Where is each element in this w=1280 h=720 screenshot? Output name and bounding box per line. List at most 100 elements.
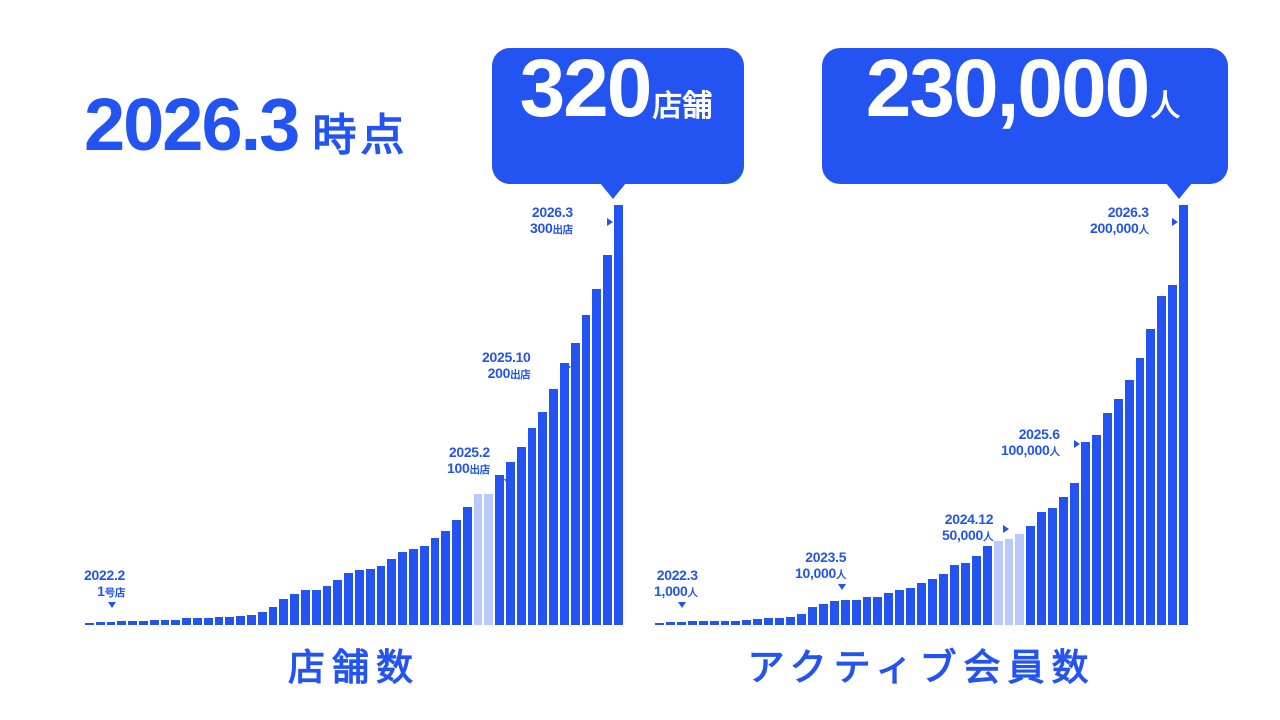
bar xyxy=(117,621,127,625)
annotation-date: 2026.3 xyxy=(1107,204,1149,220)
annotation-pointer-right-icon xyxy=(565,363,571,371)
bar xyxy=(1102,413,1112,625)
badge-stores-value: 320 xyxy=(519,43,653,134)
bar xyxy=(1048,508,1058,625)
bar xyxy=(753,619,763,625)
annotation-pointer-down-icon xyxy=(504,479,512,485)
annotation-date: 2023.5 xyxy=(805,549,847,565)
annotation-unit: 出店 xyxy=(469,463,490,476)
annotation-value: 50,000人 xyxy=(942,526,994,543)
bar xyxy=(614,205,623,625)
annotation-date: 2025.6 xyxy=(1018,426,1060,442)
bar xyxy=(906,587,916,625)
bar xyxy=(214,617,224,625)
bar xyxy=(1059,497,1069,625)
bar xyxy=(527,428,537,625)
bar xyxy=(603,254,613,625)
bar xyxy=(419,546,429,625)
annotation-pointer-down-icon xyxy=(838,584,846,590)
bar xyxy=(818,603,828,625)
badge-members-unit: 人 xyxy=(1150,90,1181,123)
annotation-2025-2: 2025.2 100出店 xyxy=(447,444,512,485)
bar xyxy=(300,589,310,625)
bar xyxy=(917,583,927,625)
bar xyxy=(506,462,515,625)
annotation-date: 2024.12 xyxy=(944,511,994,527)
bar xyxy=(1124,380,1134,625)
badge-members: 230,000 人 xyxy=(822,48,1228,199)
bar xyxy=(665,622,675,625)
bar xyxy=(829,601,839,625)
bar xyxy=(742,620,752,625)
bar xyxy=(257,611,267,625)
bar xyxy=(873,596,883,625)
bar xyxy=(182,618,191,625)
annotation-2026-3: 2026.3 200,000人 xyxy=(1090,204,1178,236)
bar xyxy=(1135,358,1145,625)
bar xyxy=(365,568,375,625)
badge-members-tail-icon xyxy=(1166,183,1192,199)
bar xyxy=(982,546,992,625)
bar xyxy=(95,622,105,625)
bar xyxy=(462,506,472,625)
bar xyxy=(160,619,170,625)
annotation-value: 1号店 xyxy=(97,582,126,599)
bar xyxy=(268,606,278,625)
annotation-2022-3: 2022.3 1,000人 xyxy=(654,567,698,608)
bar xyxy=(928,578,937,625)
bar xyxy=(720,620,730,625)
annotation-pointer-down-icon xyxy=(108,602,116,608)
bar xyxy=(993,541,1003,625)
badge-stores-unit: 店舗 xyxy=(652,90,713,123)
bar xyxy=(376,565,386,625)
annotation-unit: 出店 xyxy=(552,223,573,236)
bar xyxy=(538,412,548,625)
bar xyxy=(1004,539,1014,625)
bar xyxy=(1168,285,1178,625)
bar xyxy=(775,617,785,625)
bar xyxy=(452,520,461,625)
bar xyxy=(322,585,332,625)
bar xyxy=(1179,205,1189,625)
annotation-2022-2: 2022.2 1号店 xyxy=(84,567,126,608)
annotation-pointer-down-icon xyxy=(678,602,686,608)
bar xyxy=(676,621,686,625)
chart-members: 2022.3 1,000人 2023.5 10,000人 2024.12 50,000人 2… xyxy=(654,204,1189,688)
bar xyxy=(495,475,505,625)
bar xyxy=(311,589,321,625)
annotation-value: 10,000人 xyxy=(795,564,847,581)
chart-stores-title: 店舗数 xyxy=(288,647,420,688)
bar xyxy=(387,559,397,625)
bar xyxy=(398,551,407,625)
annotation-2025-6: 2025.6 100,000人 xyxy=(1001,426,1080,458)
annotation-value: 300出店 xyxy=(530,219,573,236)
bar xyxy=(796,613,806,625)
chart-members-plot: 2022.3 1,000人 2023.5 10,000人 2024.12 50,000人 2… xyxy=(654,204,1189,625)
bar xyxy=(1113,398,1123,625)
annotation-value: 200,000人 xyxy=(1090,219,1149,236)
headline-date: 2026.3 xyxy=(84,83,300,166)
bar xyxy=(484,493,494,625)
bar xyxy=(764,618,774,625)
bar xyxy=(960,562,970,625)
bar xyxy=(106,622,116,625)
bar xyxy=(290,593,299,625)
annotation-unit: 号店 xyxy=(104,586,126,599)
annotation-date: 2025.10 xyxy=(482,349,531,365)
bar xyxy=(949,564,959,625)
bar xyxy=(1037,511,1047,625)
annotation-pointer-right-icon xyxy=(1074,440,1080,448)
bar xyxy=(408,548,418,625)
annotation-unit: 人 xyxy=(983,530,994,543)
bar xyxy=(1157,296,1167,625)
annotation-unit: 人 xyxy=(1049,445,1061,458)
chart-members-bars xyxy=(654,205,1189,625)
bar xyxy=(225,617,235,625)
badge-stores: 320 店舗 xyxy=(492,43,744,199)
bar xyxy=(971,555,981,625)
bar xyxy=(1026,526,1036,625)
bar xyxy=(840,600,850,625)
annotation-2026-3: 2026.3 300出店 xyxy=(530,204,613,236)
bar xyxy=(516,446,526,625)
bar xyxy=(1015,533,1025,625)
